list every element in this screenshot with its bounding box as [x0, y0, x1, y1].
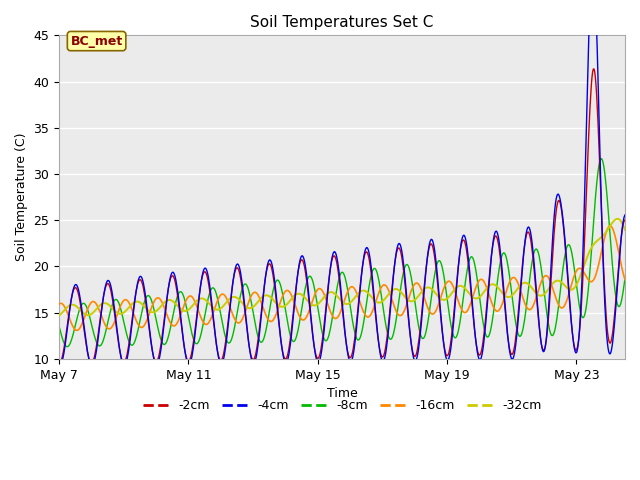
Y-axis label: Soil Temperature (C): Soil Temperature (C) — [15, 133, 28, 262]
Text: BC_met: BC_met — [70, 35, 123, 48]
X-axis label: Time: Time — [326, 387, 358, 400]
Title: Soil Temperatures Set C: Soil Temperatures Set C — [250, 15, 434, 30]
Legend: -2cm, -4cm, -8cm, -16cm, -32cm: -2cm, -4cm, -8cm, -16cm, -32cm — [138, 395, 547, 418]
